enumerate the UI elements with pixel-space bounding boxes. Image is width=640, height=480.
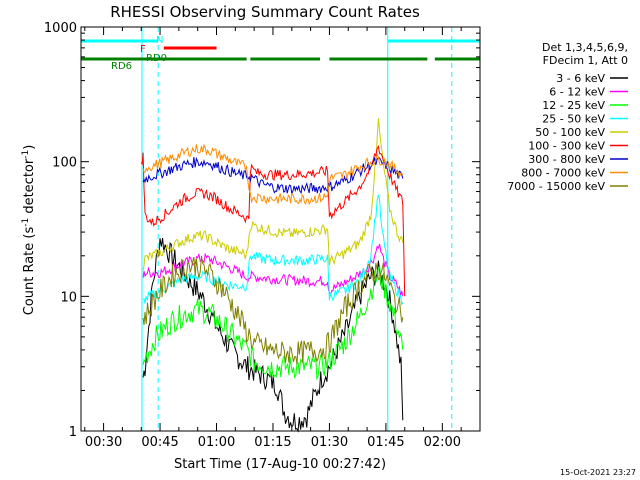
- legend-label-3: 12 - 25 keV: [542, 99, 605, 112]
- legend-header-line1: Det 1,3,4,5,6,9,: [542, 41, 628, 54]
- y-tick-label-100: 100: [52, 156, 77, 171]
- legend-label-9: 7000 - 15000 keV: [507, 180, 605, 193]
- series-line-9: [142, 255, 404, 365]
- legend-label-8: 800 - 7000 keV: [521, 167, 605, 180]
- flag-label-f: F: [140, 44, 146, 55]
- legend-label-6: 100 - 300 keV: [528, 140, 605, 153]
- series-line-6: [140, 144, 406, 297]
- chart-title: RHESSI Observing Summary Count Rates: [110, 3, 420, 21]
- x-tick-label-105: 01:45: [367, 435, 404, 450]
- generation-timestamp: 15-Oct-2021 23:27: [560, 468, 636, 477]
- series-line-3: [142, 264, 404, 381]
- x-tick-label-120: 02:00: [424, 435, 461, 450]
- legend-label-1: 3 - 6 keV: [556, 72, 605, 85]
- x-tick-label-45: 00:45: [141, 435, 178, 450]
- y-tick-label-1000: 1000: [44, 21, 77, 36]
- axes: 00:30 00:45 01:00 01:15 01:30 01:45 02:00 1 10 10…: [44, 21, 481, 450]
- flag-label-n: N: [156, 35, 163, 46]
- legend-label-2: 6 - 12 keV: [549, 86, 605, 99]
- x-tick-label-90: 01:30: [311, 435, 348, 450]
- x-axis-label: Start Time (17-Aug-10 00:27:42): [174, 457, 386, 472]
- legend: Det 1,3,4,5,6,9, FDecim 1, Att 0 3 - 6 k…: [507, 41, 628, 193]
- flag-label-rd0: RD0: [146, 53, 167, 64]
- series-line-1: [142, 237, 404, 433]
- series-line-5: [142, 118, 404, 271]
- y-axis-label: Count Rate (s-1 detector-1): [21, 145, 37, 316]
- legend-header-line2: FDecim 1, Att 0: [543, 54, 628, 67]
- y-tick-label-10: 10: [60, 290, 77, 305]
- legend-label-4: 25 - 50 keV: [542, 113, 605, 126]
- x-tick-label-75: 01:15: [254, 435, 291, 450]
- legend-label-5: 50 - 100 keV: [535, 126, 605, 139]
- plot-frame: [80, 26, 481, 432]
- series-line-2: [142, 243, 404, 297]
- series-line-4: [142, 194, 404, 306]
- series-line-8: [142, 143, 404, 206]
- y-tick-label-1: 1: [69, 425, 77, 440]
- flag-label-rd6: RD6: [111, 61, 132, 72]
- series-line-7: [142, 156, 404, 196]
- x-tick-label-60: 01:00: [198, 435, 235, 450]
- x-tick-label-30: 00:30: [85, 435, 122, 450]
- legend-label-7: 300 - 800 keV: [528, 153, 605, 166]
